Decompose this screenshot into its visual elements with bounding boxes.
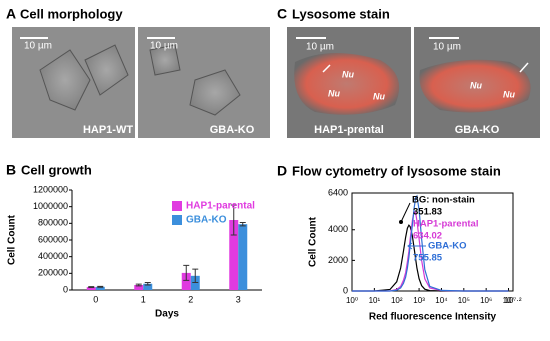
- x-tick-label: 10²: [391, 296, 403, 305]
- micrograph: [414, 27, 540, 138]
- x-axis-label: Red fluorescence Intensity: [369, 312, 497, 323]
- annotation: 634.02: [413, 231, 442, 242]
- y-tick-label: 400000: [38, 251, 68, 261]
- error-bar: [97, 285, 104, 288]
- panel-letter: A: [6, 6, 16, 22]
- error-bar: [239, 222, 246, 227]
- x-tick-label: 10⁶: [480, 296, 492, 305]
- error-bar: [88, 286, 95, 288]
- scale-bar-label: 10 µm: [433, 42, 461, 53]
- y-axis-label: Cell Count: [308, 216, 319, 267]
- annotation: GBA-KO: [428, 241, 467, 252]
- bar: [238, 224, 248, 290]
- image-label: HAP1-prental: [314, 124, 384, 136]
- x-tick-label: 0: [93, 294, 98, 304]
- panel-title: Lysosome stain: [292, 6, 390, 21]
- error-bar: [144, 282, 151, 286]
- y-tick-label: 1200000: [33, 184, 68, 194]
- bar: [143, 283, 153, 290]
- bar: [181, 272, 191, 290]
- histogram-line: [352, 194, 509, 292]
- nucleus-label: Nu: [342, 69, 354, 79]
- error-bar: [192, 268, 199, 283]
- annotation: BG: non-stain: [412, 195, 475, 206]
- bar: [86, 287, 96, 290]
- y-tick-label: 0: [63, 284, 68, 294]
- x-tick-label: 10⁰: [346, 296, 358, 305]
- arrow-head: [399, 220, 403, 224]
- legend-label: HAP1-parental: [186, 201, 255, 212]
- y-axis-label: Cell Count: [7, 214, 18, 265]
- error-bar: [183, 264, 190, 281]
- y-tick-label: 4000: [328, 224, 348, 234]
- scale-bar-label: 10 µm: [24, 41, 52, 52]
- arrow: [407, 242, 426, 250]
- x-tick-label: 1: [141, 294, 146, 304]
- annotation: 755.85: [413, 253, 443, 264]
- image-label: GBA-KO: [455, 124, 500, 136]
- y-tick-label: 600000: [38, 234, 68, 244]
- panel-letter: B: [6, 162, 16, 178]
- image-label: HAP1-WT: [83, 124, 133, 136]
- x-tick-label: 10⁵: [458, 296, 470, 305]
- panel-letter: C: [277, 6, 287, 22]
- nucleus-label: Nu: [470, 80, 482, 90]
- bar: [229, 220, 239, 290]
- bar: [95, 286, 105, 290]
- panel-title: Flow cytometry of lysosome stain: [292, 163, 501, 178]
- legend-label: GBA-KO: [186, 215, 227, 226]
- nucleus-label: Nu: [328, 88, 340, 98]
- error-bar: [230, 204, 237, 236]
- y-tick-label: 6400: [328, 187, 348, 197]
- nucleus-label: Nu: [503, 89, 515, 99]
- x-axis-label: Days: [155, 309, 179, 320]
- scale-bar-label: 10 µm: [306, 42, 334, 53]
- scale-bar-label: 10 µm: [150, 41, 178, 52]
- error-bar: [135, 283, 142, 287]
- micrograph: [287, 27, 411, 138]
- annotation: HAP1-parental: [413, 219, 478, 230]
- x-tick-label: 10⁴: [435, 296, 448, 305]
- annotation: 351.83: [413, 207, 442, 218]
- y-tick-label: 2000: [328, 255, 348, 265]
- y-tick-label: 800000: [38, 218, 68, 228]
- bar: [134, 285, 144, 290]
- y-tick-label: 0: [343, 285, 348, 295]
- panel-title: Cell growth: [21, 162, 92, 177]
- x-tick-label: 10⁷·²: [504, 296, 521, 305]
- x-tick-label: 2: [188, 294, 193, 304]
- micrograph: [138, 27, 270, 138]
- nucleus-label: Nu: [373, 91, 385, 101]
- x-tick-label: 10¹: [369, 296, 381, 305]
- y-tick-label: 200000: [38, 268, 68, 278]
- image-label: GBA-KO: [210, 124, 255, 136]
- micrograph: [12, 27, 135, 138]
- legend-swatch: [172, 215, 182, 225]
- panel-letter: D: [277, 163, 287, 179]
- histogram-line: [352, 224, 509, 292]
- x-tick-label: 3: [236, 294, 241, 304]
- y-tick-label: 1000000: [33, 201, 68, 211]
- legend-swatch: [172, 201, 182, 211]
- panel-title: Cell morphology: [20, 6, 123, 21]
- x-tick-label: 10⁷: [503, 296, 515, 305]
- x-tick-label: 10³: [413, 296, 425, 305]
- arrow: [400, 202, 411, 223]
